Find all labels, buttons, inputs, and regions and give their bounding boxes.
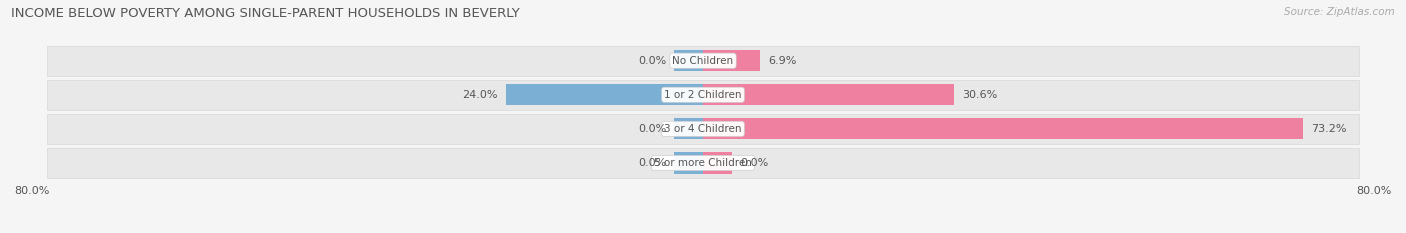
Text: 0.0%: 0.0%	[740, 158, 768, 168]
Text: 0.0%: 0.0%	[638, 158, 666, 168]
Bar	[506, 84, 703, 105]
Text: 0.0%: 0.0%	[638, 56, 666, 66]
Bar	[703, 84, 731, 105]
Bar	[506, 84, 703, 105]
Bar	[703, 118, 731, 140]
Bar	[703, 84, 953, 105]
Bar	[703, 50, 759, 71]
Text: 0.0%: 0.0%	[638, 124, 666, 134]
Text: 3 or 4 Children: 3 or 4 Children	[664, 124, 742, 134]
Text: 24.0%: 24.0%	[463, 90, 498, 100]
Legend: Single Father, Single Mother: Single Father, Single Mother	[603, 230, 803, 233]
Bar	[46, 46, 1360, 75]
Bar	[675, 84, 703, 105]
Text: Source: ZipAtlas.com: Source: ZipAtlas.com	[1284, 7, 1395, 17]
Text: 6.9%: 6.9%	[768, 56, 796, 66]
Bar	[675, 118, 703, 140]
Bar	[703, 50, 731, 71]
Text: No Children: No Children	[672, 56, 734, 66]
Text: 30.6%: 30.6%	[962, 90, 997, 100]
Bar	[703, 50, 759, 71]
Bar	[675, 50, 703, 71]
Text: 73.2%: 73.2%	[1312, 124, 1347, 134]
Bar	[46, 80, 1360, 110]
Bar	[46, 148, 1360, 178]
Text: 1 or 2 Children: 1 or 2 Children	[664, 90, 742, 100]
Bar	[703, 118, 1303, 140]
Bar	[675, 152, 703, 174]
Text: 5 or more Children: 5 or more Children	[654, 158, 752, 168]
Text: INCOME BELOW POVERTY AMONG SINGLE-PARENT HOUSEHOLDS IN BEVERLY: INCOME BELOW POVERTY AMONG SINGLE-PARENT…	[11, 7, 520, 20]
Bar	[703, 118, 1303, 140]
Text: 80.0%: 80.0%	[1357, 186, 1392, 196]
Bar	[703, 84, 953, 105]
Bar	[703, 152, 731, 174]
Text: 80.0%: 80.0%	[14, 186, 49, 196]
Bar	[46, 114, 1360, 144]
